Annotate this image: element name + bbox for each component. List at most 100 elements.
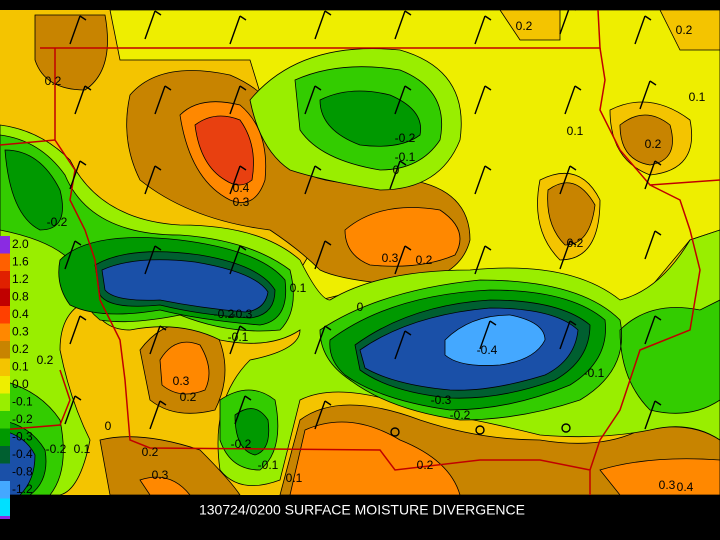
legend-label: -0.2 bbox=[12, 412, 33, 426]
barb-staff bbox=[149, 400, 161, 430]
state-boundaries bbox=[0, 9, 720, 495]
barb-flag bbox=[404, 245, 412, 251]
contour-label: 0 bbox=[357, 300, 364, 314]
barb-flag bbox=[324, 400, 332, 406]
barb-flag bbox=[154, 165, 162, 171]
contour-label: 0.2 bbox=[180, 390, 197, 404]
barb-flag bbox=[84, 85, 92, 91]
barb-staff bbox=[644, 315, 656, 345]
barb-flag bbox=[569, 320, 577, 326]
legend-label: 0.1 bbox=[12, 360, 29, 374]
contour-label: -0.1 bbox=[395, 150, 416, 164]
barb-flag bbox=[314, 85, 322, 91]
barb-staff bbox=[144, 245, 156, 275]
barb-flag bbox=[244, 395, 252, 401]
barb-staff bbox=[314, 400, 326, 430]
barb-staff bbox=[559, 5, 571, 35]
barb-flag bbox=[654, 400, 662, 406]
color-swatch bbox=[0, 341, 10, 359]
barb-flag bbox=[159, 325, 167, 331]
color-swatch bbox=[0, 411, 10, 429]
color-swatch bbox=[0, 446, 10, 464]
barb-flag bbox=[574, 85, 582, 91]
state-line bbox=[54, 48, 591, 495]
legend-label: -0.3 bbox=[12, 430, 33, 444]
field-m0.8 bbox=[444, 314, 546, 366]
barb-staff bbox=[314, 325, 326, 355]
barb-flag bbox=[74, 395, 82, 401]
barb-flag bbox=[654, 160, 662, 166]
contour-label: 0.2 bbox=[676, 23, 693, 37]
barb-flag bbox=[399, 160, 407, 166]
color-swatch bbox=[0, 323, 10, 341]
caption: 130724/0200 SURFACE MOISTURE DIVERGENCE bbox=[199, 502, 525, 518]
contour-label: 0.1 bbox=[567, 124, 584, 138]
barb-staff bbox=[229, 15, 241, 45]
contour-label: 0.2 bbox=[45, 74, 62, 88]
barb-flag bbox=[79, 160, 87, 166]
color-swatch bbox=[0, 498, 10, 516]
barb-staff bbox=[144, 165, 156, 195]
barb-staff bbox=[229, 165, 241, 195]
contour-label: -0.2 bbox=[46, 442, 67, 456]
barb-staff bbox=[389, 160, 401, 190]
barb-flag bbox=[654, 315, 662, 321]
contour-label: 0.3 bbox=[233, 195, 250, 209]
barb-staff bbox=[234, 395, 246, 425]
barb-flag bbox=[239, 85, 247, 91]
barb-staff bbox=[639, 80, 651, 110]
barb-flag bbox=[239, 325, 247, 331]
barb-flag bbox=[484, 15, 492, 21]
legend-label: 2.0 bbox=[12, 237, 29, 251]
barb-flag bbox=[324, 10, 332, 16]
state-line bbox=[589, 184, 701, 471]
wind-barbs bbox=[64, 5, 662, 437]
barb-staff bbox=[304, 85, 316, 115]
barb-flag bbox=[239, 165, 247, 171]
contour-label: 0 bbox=[105, 419, 112, 433]
contour-label: 0.1 bbox=[689, 90, 706, 104]
contour-label: -0.3 bbox=[232, 307, 253, 321]
barb-staff bbox=[474, 165, 486, 195]
color-bar: 2.0 1.6 1.2 0.8 0.4 0.3 0.2 0.1 0.0 -0.1 -0.2 -0.3 -… bbox=[0, 236, 33, 519]
barb-flag bbox=[569, 165, 577, 171]
contour-label: -0.1 bbox=[258, 458, 279, 472]
barb-flag bbox=[404, 330, 412, 336]
barb-flag bbox=[239, 245, 247, 251]
barb-flag bbox=[79, 315, 87, 321]
barb-staff bbox=[69, 315, 81, 345]
barb-flag bbox=[489, 320, 497, 326]
barb-staff bbox=[474, 245, 486, 275]
barb-staff bbox=[559, 165, 571, 195]
barb-flag bbox=[569, 5, 577, 11]
barb-staff bbox=[394, 10, 406, 40]
contour-label: 0.2 bbox=[567, 236, 584, 250]
color-swatch bbox=[0, 358, 10, 376]
barb-staff bbox=[634, 15, 646, 45]
barb-flag bbox=[154, 245, 162, 251]
contour-label: 0.1 bbox=[286, 471, 303, 485]
barb-flag bbox=[649, 80, 657, 86]
color-swatch bbox=[0, 481, 10, 499]
legend-label: -0.4 bbox=[12, 447, 33, 461]
contour-label: -0.2 bbox=[395, 131, 416, 145]
contour-labels: 0.2 0.2 0.2 0.1 -0.2 0.1 0.2 -0.1 0 0.4 0.3 -0.2 0.2… bbox=[37, 19, 706, 494]
contour-label: 0.3 bbox=[382, 251, 399, 265]
barb-staff bbox=[144, 10, 156, 40]
legend-label: -0.8 bbox=[12, 465, 33, 479]
contour-label: -0.1 bbox=[228, 330, 249, 344]
barb-flag bbox=[644, 15, 652, 21]
contour-label: 0.2 bbox=[516, 19, 533, 33]
contour-label: 0.3 bbox=[173, 374, 190, 388]
barb-staff bbox=[474, 85, 486, 115]
contour-label: 0.4 bbox=[677, 480, 694, 494]
contour-label: 0.2 bbox=[37, 353, 54, 367]
barb-flag bbox=[484, 85, 492, 91]
barb-flag bbox=[164, 85, 172, 91]
contour-label: -0.2 bbox=[231, 437, 252, 451]
legend-label: 0.3 bbox=[12, 325, 29, 339]
state-line bbox=[0, 369, 71, 431]
barb-flag bbox=[484, 245, 492, 251]
calm-station bbox=[390, 427, 400, 437]
contour-fill bbox=[0, 9, 720, 496]
